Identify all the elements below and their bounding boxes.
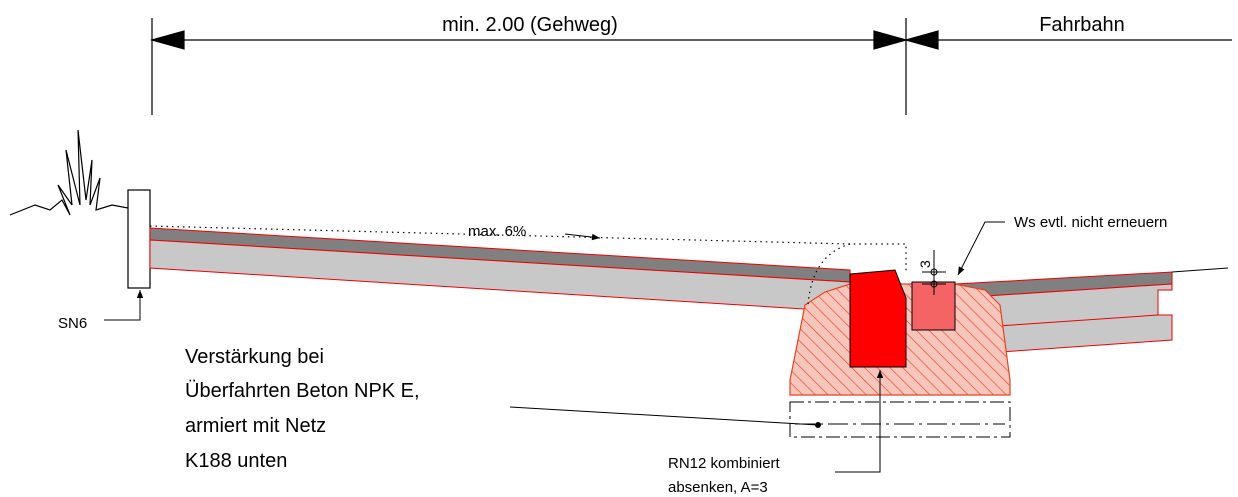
note-line: armiert mit Netz bbox=[185, 415, 326, 437]
dimension-label: 3 bbox=[917, 260, 933, 268]
vegetation bbox=[9, 129, 129, 216]
note: RN12 kombiniert absenken, A=3 bbox=[668, 455, 784, 496]
note-line: RN12 kombiniert bbox=[668, 455, 781, 472]
reinforcement-zone bbox=[789, 401, 1011, 438]
label: Ws evtl. nicht erneuern bbox=[1014, 214, 1167, 231]
dimension-label: min. 2.00 (Gehweg) bbox=[442, 14, 618, 36]
leader bbox=[564, 233, 601, 241]
leader bbox=[957, 221, 1005, 276]
leader bbox=[509, 406, 819, 426]
note-line: absenken, A=3 bbox=[668, 479, 768, 496]
leader-dot bbox=[815, 422, 821, 428]
road-line bbox=[1171, 267, 1229, 273]
label: SN6 bbox=[58, 315, 87, 332]
layer-line bbox=[997, 314, 1159, 327]
note-line: Verstärkung bei bbox=[185, 346, 324, 368]
leader bbox=[104, 290, 144, 321]
dimension-label: Fahrbahn bbox=[1039, 14, 1125, 36]
leader bbox=[835, 370, 884, 473]
dimension bbox=[149, 18, 1232, 115]
curb bbox=[849, 269, 907, 368]
raised-outline bbox=[149, 225, 907, 272]
post bbox=[127, 189, 151, 289]
label: max. 6% bbox=[468, 223, 526, 240]
note: Verstärkung bei Überfahrten Beton NPK E,… bbox=[185, 346, 425, 472]
offset-dimension bbox=[922, 250, 946, 295]
note-line: K188 unten bbox=[185, 450, 287, 472]
note-line: Überfahrten Beton NPK E, bbox=[185, 380, 420, 402]
